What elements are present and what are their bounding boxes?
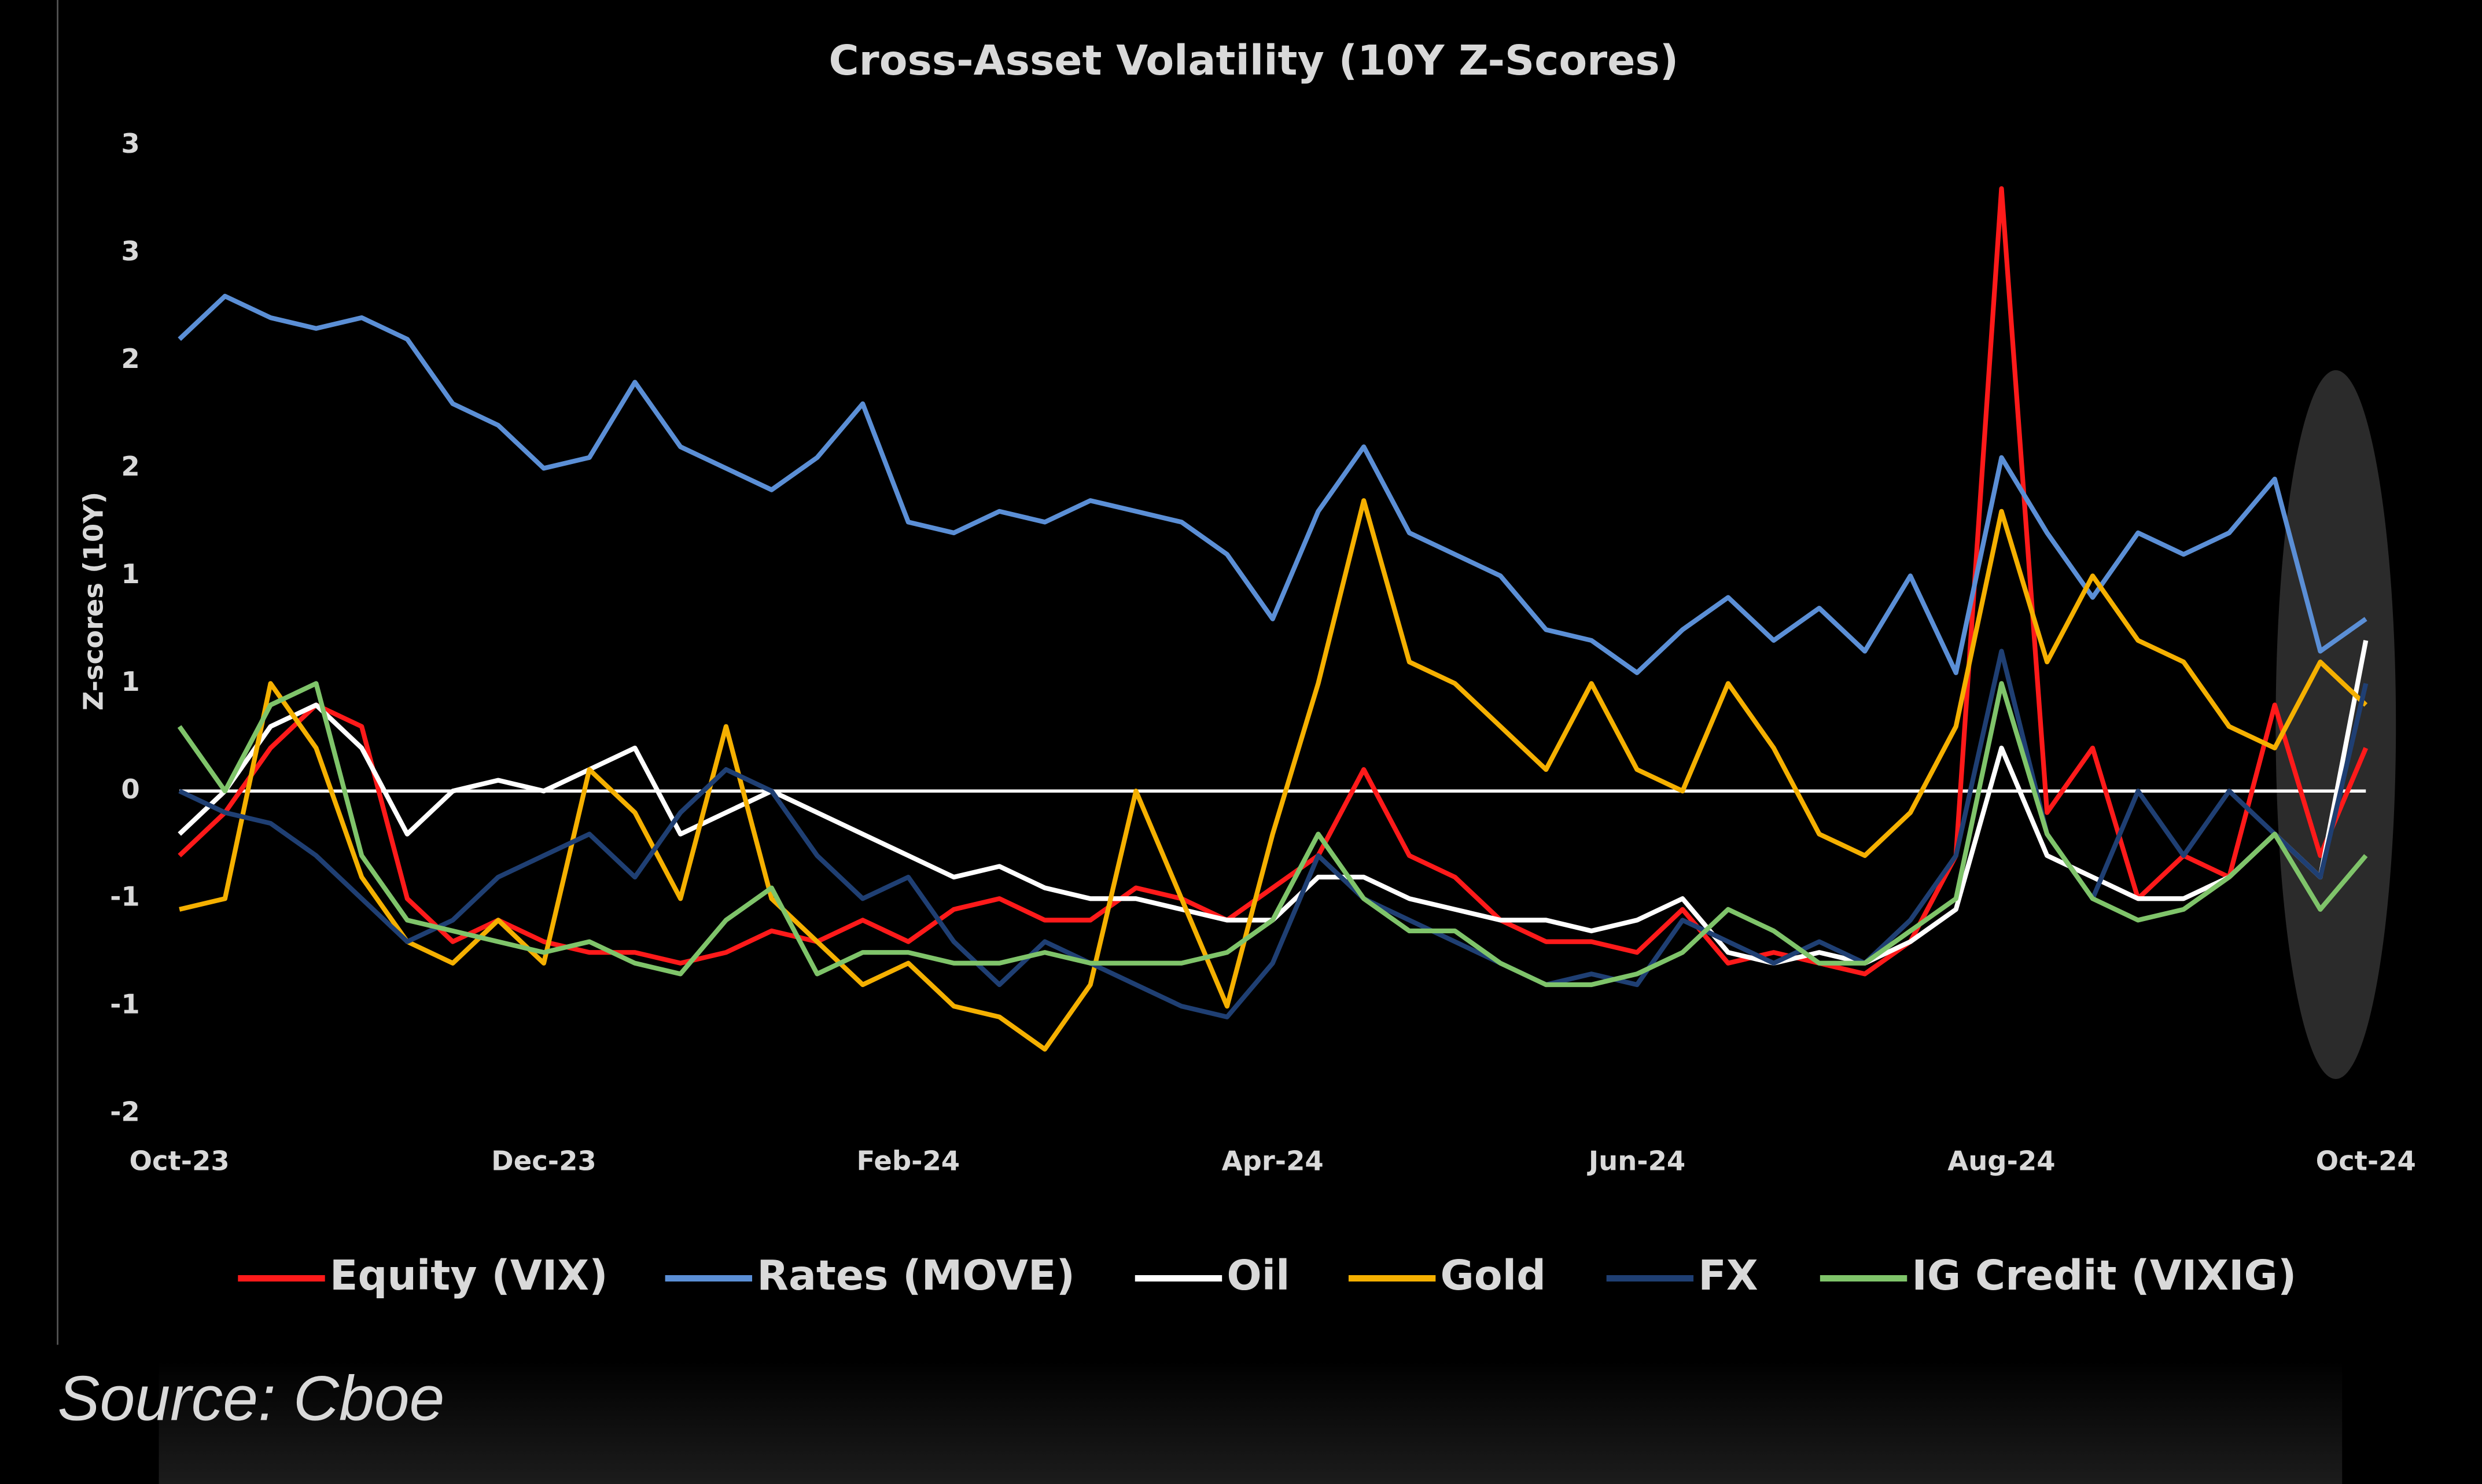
- y-axis-label: Z-scores (10Y): [78, 492, 109, 710]
- series-line: [178, 293, 2367, 675]
- chart-title: Cross-Asset Volatility (10Y Z-Scores): [829, 36, 1679, 84]
- legend-label: Equity (VIX): [330, 1251, 608, 1299]
- series-line: [179, 498, 2368, 1052]
- x-tick-label: Oct-23: [130, 1145, 230, 1176]
- source: Source: Cboe: [58, 1363, 445, 1434]
- x-tick-label: Feb-24: [857, 1145, 960, 1176]
- legend-label: Gold: [1441, 1251, 1546, 1299]
- legend-label: IG Credit (VIXIG): [1912, 1251, 2296, 1299]
- legend-label: FX: [1698, 1251, 1758, 1299]
- y-tick-label: -2: [110, 1096, 140, 1128]
- series-line: [178, 186, 2369, 977]
- legend-label: Oil: [1227, 1251, 1290, 1299]
- y-tick-label: -1: [110, 989, 140, 1020]
- y-tick-label: 3: [121, 128, 139, 159]
- y-tick-label: 1: [121, 558, 139, 590]
- series-line: [178, 649, 2369, 1019]
- x-tick-label: Oct-24: [2316, 1145, 2416, 1176]
- y-tick-label: 3: [121, 235, 139, 267]
- x-tick-label: Apr-24: [1222, 1145, 1324, 1176]
- bottom-glow: [159, 1360, 2343, 1484]
- y-tick-label: 0: [121, 774, 139, 805]
- y-tick-label: 2: [121, 343, 139, 374]
- legend-label: Rates (MOVE): [757, 1251, 1075, 1299]
- series-line: [177, 681, 2368, 988]
- x-tick-label: Jun-24: [1587, 1145, 1685, 1176]
- y-tick-label: 1: [121, 666, 139, 697]
- x-tick-label: Dec-23: [491, 1145, 596, 1176]
- highlight: [2275, 370, 2396, 1079]
- x-tick-label: Aug-24: [1947, 1145, 2055, 1176]
- y-tick-label: -1: [110, 881, 140, 912]
- y-tick-label: 2: [121, 451, 139, 482]
